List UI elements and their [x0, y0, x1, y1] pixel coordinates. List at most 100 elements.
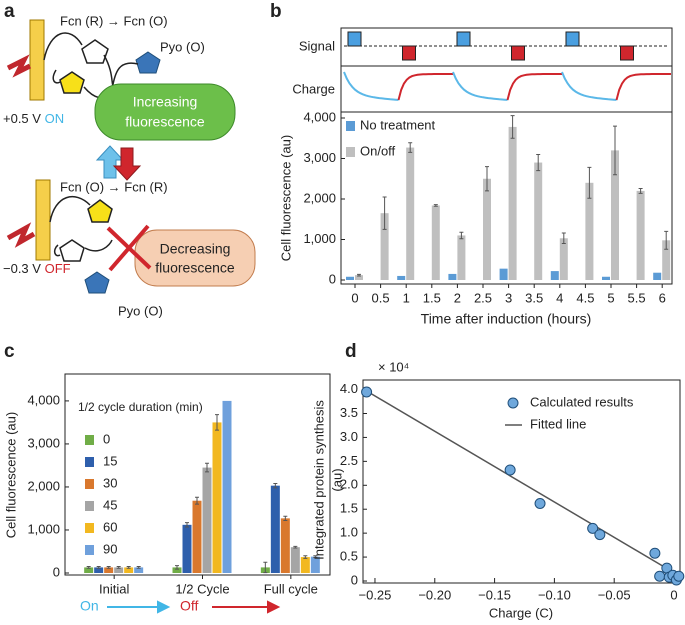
x-tick-label: Full cycle [264, 581, 318, 596]
fcn-oxidized [87, 199, 113, 223]
x-tick-label: 5.5 [628, 290, 646, 305]
legend-swatch [85, 501, 94, 511]
bar [94, 567, 104, 573]
increasing-box [94, 83, 236, 141]
bar [222, 400, 232, 573]
electrode [29, 19, 45, 101]
legend-label: No treatment [360, 117, 436, 132]
error-bar [136, 566, 141, 569]
box-text: fluorescence [125, 114, 205, 130]
legend-swatch [346, 121, 355, 131]
x-tick-label: 2.5 [474, 290, 492, 305]
legend-label: 30 [103, 475, 117, 490]
y-tick-label: 3.5 [340, 405, 358, 420]
x-tick-label: 3 [505, 290, 512, 305]
legend-marker [507, 397, 519, 409]
bar [280, 518, 290, 573]
signal-frame [340, 27, 673, 113]
y-tick-label: 4,000 [303, 109, 336, 124]
error-bar [126, 566, 131, 569]
bar [104, 567, 114, 573]
error-bar [433, 204, 438, 207]
bar [84, 567, 94, 573]
error-bar [116, 566, 121, 569]
y-tick-label: 0 [53, 564, 60, 579]
legend-swatch [85, 457, 94, 467]
error-bar [215, 414, 219, 431]
y-tick-label: 1.0 [340, 525, 358, 540]
y-tick-label: 3,000 [27, 435, 60, 450]
error-bar [175, 565, 179, 570]
bar [457, 235, 466, 280]
bar [172, 567, 182, 573]
error-bar [613, 125, 617, 176]
bar [508, 126, 517, 280]
error-bar [408, 142, 413, 153]
bar [290, 547, 300, 573]
x-tick-label: 4 [556, 290, 563, 305]
fcn-label: Fcn (O) → Fcn (R) [60, 179, 168, 194]
legend-title: 1/2 cycle duration (min) [78, 400, 203, 414]
bar [114, 567, 124, 573]
y-axis-title: Integrated protein synthesis [311, 400, 326, 560]
error-bar [536, 153, 541, 172]
bar [182, 524, 192, 573]
error-bar [313, 555, 318, 559]
bar [636, 190, 645, 280]
legend-swatch [85, 479, 94, 489]
bar [483, 178, 491, 280]
pyo-label: Pyo (O) [160, 39, 205, 54]
x-tick-label: 5 [607, 290, 614, 305]
data-point [534, 497, 546, 509]
data-point [654, 570, 666, 582]
bar [406, 147, 415, 280]
on-arrow [107, 600, 171, 614]
error-bar [510, 115, 515, 139]
bar [662, 240, 671, 280]
legend-swatch [85, 435, 94, 445]
arrow-up [95, 145, 125, 179]
y-tick-label: 2,000 [303, 190, 336, 205]
y-tick-label: 0.5 [340, 549, 358, 564]
y-tick-label: 2.0 [340, 477, 358, 492]
legend-swatch [346, 147, 355, 157]
y-tick-label: 1,000 [303, 231, 336, 246]
charge-curve [615, 73, 671, 101]
y-tick-label: 0 [329, 271, 336, 286]
x-tick-label: −0.05 [598, 587, 631, 602]
bar [585, 182, 594, 280]
pyo-label: Pyo (O) [118, 303, 163, 318]
y-axis-title: (au) [329, 468, 344, 491]
x-axis-title: Charge (C) [489, 605, 553, 620]
x-tick-label: 0 [670, 587, 677, 602]
x-tick-label: 2 [454, 290, 461, 305]
arrow-down [112, 147, 142, 181]
error-bar [561, 232, 566, 245]
error-bar [106, 566, 111, 569]
x-tick-label: −0.20 [418, 587, 451, 602]
bar [653, 272, 662, 280]
voltage: +0.5 V [3, 111, 41, 126]
y-tick-label: 1,000 [27, 521, 60, 536]
charge-curve [506, 73, 562, 101]
bar [192, 500, 202, 573]
bar [431, 205, 440, 280]
bar [602, 276, 610, 280]
fcn-oxidized [59, 71, 85, 94]
plot-frame [64, 373, 331, 576]
bar [300, 557, 310, 573]
data-point [587, 522, 599, 534]
bar [355, 275, 363, 280]
bar [270, 485, 280, 573]
x-tick-label: 1 [403, 290, 410, 305]
error-bar [638, 187, 643, 194]
error-bar [195, 496, 199, 505]
charge-curve [561, 71, 617, 101]
decreasing-box [134, 229, 256, 287]
charge-curve [343, 71, 399, 101]
panel-a: a Increasing fluorescence Fcn (R) → Fcn … [3, 1, 256, 318]
fcn-reduced [59, 239, 85, 262]
panel-label: c [4, 341, 15, 362]
panel-label: d [345, 341, 357, 362]
legend-label: Calculated results [530, 394, 634, 409]
